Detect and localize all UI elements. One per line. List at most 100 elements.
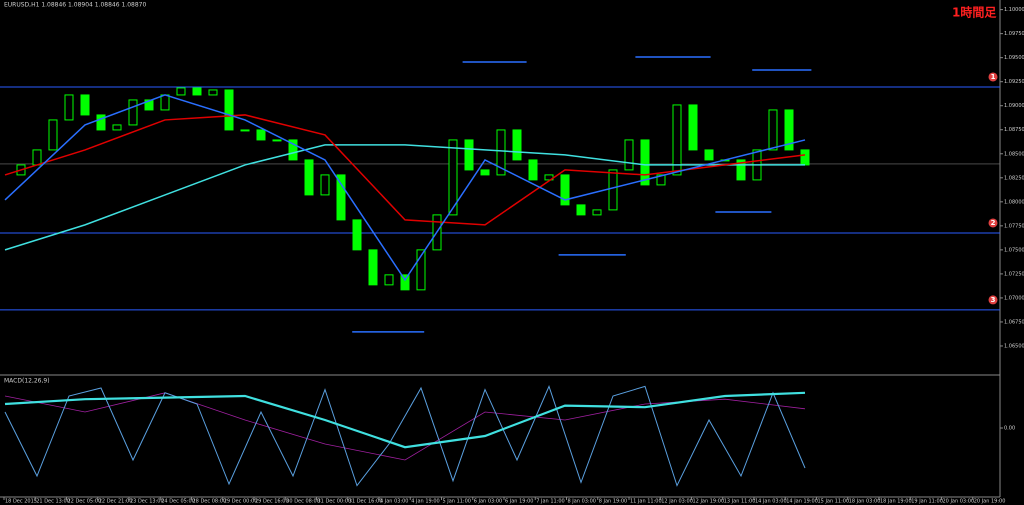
x-tick-label: 28 Dec 08:00 <box>193 499 227 505</box>
candle <box>576 204 586 216</box>
x-tick-label: 4 Jan 03:00 <box>380 499 408 505</box>
indicator-line <box>4 385 806 487</box>
candle <box>640 139 650 186</box>
candle <box>144 99 154 111</box>
candle <box>656 174 666 186</box>
candle <box>304 159 314 196</box>
x-tick-label: 21 Dec 13:00 <box>36 499 70 505</box>
x-tick-label: 18 Jan 19:00 <box>880 499 912 505</box>
y-tick-label: 1.09250 <box>1004 79 1024 85</box>
candle <box>288 139 298 161</box>
x-tick-label: 29 Dec 00:00 <box>224 499 258 505</box>
candle <box>112 124 122 131</box>
level-label: 2 <box>991 219 996 227</box>
candle <box>480 169 490 176</box>
candle <box>800 149 810 166</box>
level-marker <box>988 218 998 228</box>
candle <box>352 219 362 251</box>
candle <box>464 139 474 171</box>
x-tick-label: 14 Jan 03:00 <box>755 499 787 505</box>
candle <box>336 174 346 221</box>
x-tick-label: 18 Dec 2015 <box>5 499 37 505</box>
candle <box>784 109 794 151</box>
candle <box>416 249 426 291</box>
y-tick-label: 1.07250 <box>1004 271 1024 277</box>
candle <box>736 159 746 181</box>
candle <box>512 129 522 161</box>
candle <box>448 139 458 216</box>
x-tick-label: 14 Jan 19:00 <box>786 499 818 505</box>
x-tick-label: 12 Jan 03:00 <box>661 499 693 505</box>
y-tick-label: 1.06500 <box>1004 343 1024 349</box>
candle <box>400 274 410 291</box>
x-tick-label: 20 Jan 19:00 <box>974 499 1006 505</box>
level-label: 1 <box>991 73 996 81</box>
y-tick-label: 1.07500 <box>1004 247 1024 253</box>
x-tick-label: 5 Jan 11:00 <box>443 499 471 505</box>
candle <box>624 139 634 171</box>
x-tick-label: 11 Jan 11:00 <box>630 499 662 505</box>
indicator-line <box>4 391 806 449</box>
candle <box>160 94 170 111</box>
candle <box>592 209 602 216</box>
candle <box>704 149 714 161</box>
y-tick-label: 1.09750 <box>1004 31 1024 37</box>
macd-title: MACD(12,26,9) <box>4 378 50 385</box>
level-label: 3 <box>991 296 996 304</box>
y-tick-label: 1.09000 <box>1004 103 1024 109</box>
x-tick-label: 24 Dec 05:00 <box>161 499 195 505</box>
x-tick-label: 31 Dec 16:00 <box>349 499 383 505</box>
x-tick-label: 6 Jan 19:00 <box>505 499 533 505</box>
y-tick-label: 1.08250 <box>1004 175 1024 181</box>
candle <box>224 89 234 131</box>
x-tick-label: 23 Dec 13:00 <box>130 499 164 505</box>
x-tick-label: 13 Jan 11:00 <box>724 499 756 505</box>
level-marker <box>988 295 998 305</box>
x-tick-label: 12 Jan 19:00 <box>693 499 725 505</box>
candle <box>528 159 538 181</box>
moving-average <box>4 144 805 251</box>
candle <box>48 119 58 151</box>
candle <box>496 129 506 176</box>
candle <box>240 129 250 132</box>
candle <box>64 94 74 121</box>
x-tick-label: 8 Jan 03:00 <box>568 499 596 505</box>
candle <box>768 109 778 151</box>
x-tick-label: 20 Jan 03:00 <box>943 499 975 505</box>
candle <box>272 139 282 142</box>
x-tick-label: 31 Dec 00:00 <box>318 499 352 505</box>
candle <box>176 87 186 96</box>
candle <box>672 104 682 176</box>
candle <box>80 94 90 116</box>
candle <box>32 149 42 166</box>
y-tick-label: 1.08000 <box>1004 199 1024 205</box>
candle <box>208 89 218 96</box>
y-tick-label: 1.07750 <box>1004 223 1024 229</box>
candle <box>368 249 378 286</box>
x-tick-label: 29 Dec 16:00 <box>255 499 289 505</box>
x-tick-label: 4 Jan 19:00 <box>411 499 439 505</box>
timeframe-label: 1時間足 <box>952 5 996 20</box>
x-tick-label: 22 Dec 05:00 <box>68 499 102 505</box>
moving-average <box>4 94 806 282</box>
candle <box>560 174 570 206</box>
x-tick-label: 6 Jan 03:00 <box>474 499 502 505</box>
candle <box>128 99 138 126</box>
moving-average <box>4 114 806 226</box>
candle <box>96 114 106 131</box>
y-tick-label: 0.00 <box>1004 426 1015 432</box>
level-marker <box>988 72 998 82</box>
x-tick-label: 19 Jan 11:00 <box>911 499 943 505</box>
candle <box>688 104 698 151</box>
y-tick-label: 1.06750 <box>1004 319 1024 325</box>
x-tick-label: 30 Dec 08:00 <box>286 499 320 505</box>
y-tick-label: 1.08750 <box>1004 127 1024 133</box>
candle <box>192 87 202 96</box>
x-tick-label: 7 Jan 11:00 <box>536 499 564 505</box>
y-tick-label: 1.08500 <box>1004 151 1024 157</box>
x-tick-label: 8 Jan 19:00 <box>599 499 627 505</box>
y-tick-label: 1.09500 <box>1004 55 1024 61</box>
y-tick-label: 1.10000 <box>1004 7 1024 13</box>
